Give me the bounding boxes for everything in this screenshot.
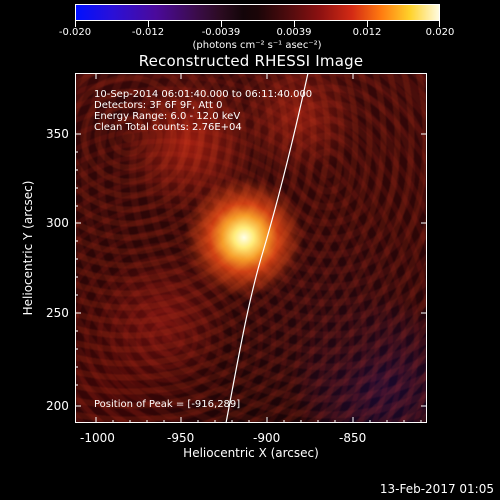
plot-title: Reconstructed RHESSI Image	[138, 52, 364, 70]
colorbar-tick	[294, 21, 295, 27]
colorbar-tick-label: 0.020	[425, 27, 455, 38]
x-tick-label: -1000	[80, 431, 115, 445]
peak-position: Position of Peak = [-916,289]	[94, 399, 241, 410]
y-tick-label: 350	[46, 127, 69, 141]
plot-annotations: 10-Sep-2014 06:01:40.000 to 06:11:40.000…	[94, 89, 312, 133]
colorbar-ticks	[75, 21, 440, 29]
colorbar-tick	[221, 21, 222, 27]
x-tick-label: -950	[167, 431, 195, 445]
y-tick-label: 200	[46, 399, 69, 413]
x-tick-label: -850	[339, 431, 367, 445]
colorbar-units: (photons cm⁻² s⁻¹ asec⁻²)	[192, 40, 322, 51]
colorbar-tick	[148, 21, 149, 27]
method-counts: Clean Total counts: 2.76E+04	[94, 122, 242, 133]
colorbar-tick	[367, 21, 368, 27]
colorbar-tick-label: -0.0039	[201, 27, 241, 38]
y-axis-label: Heliocentric Y (arcsec)	[21, 180, 35, 316]
detectors: Detectors: 3F 6F 9F, Att 0	[94, 100, 223, 111]
render-timestamp: 13-Feb-2017 01:05	[379, 482, 494, 496]
colorbar-tick-label: -0.020	[58, 27, 92, 38]
plot-image: 10-Sep-2014 06:01:40.000 to 06:11:40.000…	[75, 73, 427, 423]
energy-range: Energy Range: 6.0 - 12.0 keV	[94, 111, 241, 122]
y-tick-label: 300	[46, 216, 69, 230]
y-tick-label: 250	[46, 306, 69, 320]
time-range: 10-Sep-2014 06:01:40.000 to 06:11:40.000	[94, 89, 313, 100]
colorbar-tick	[75, 21, 76, 27]
colorbar-tick-label: -0.012	[131, 27, 165, 38]
x-axis-label: Heliocentric X (arcsec)	[183, 446, 319, 460]
x-tick-label: -900	[253, 431, 281, 445]
colorbar-tick-label: 0.012	[352, 27, 382, 38]
colorbar	[75, 4, 440, 21]
colorbar-tick	[439, 21, 440, 27]
colorbar-tick-label: 0.0039	[276, 27, 312, 38]
